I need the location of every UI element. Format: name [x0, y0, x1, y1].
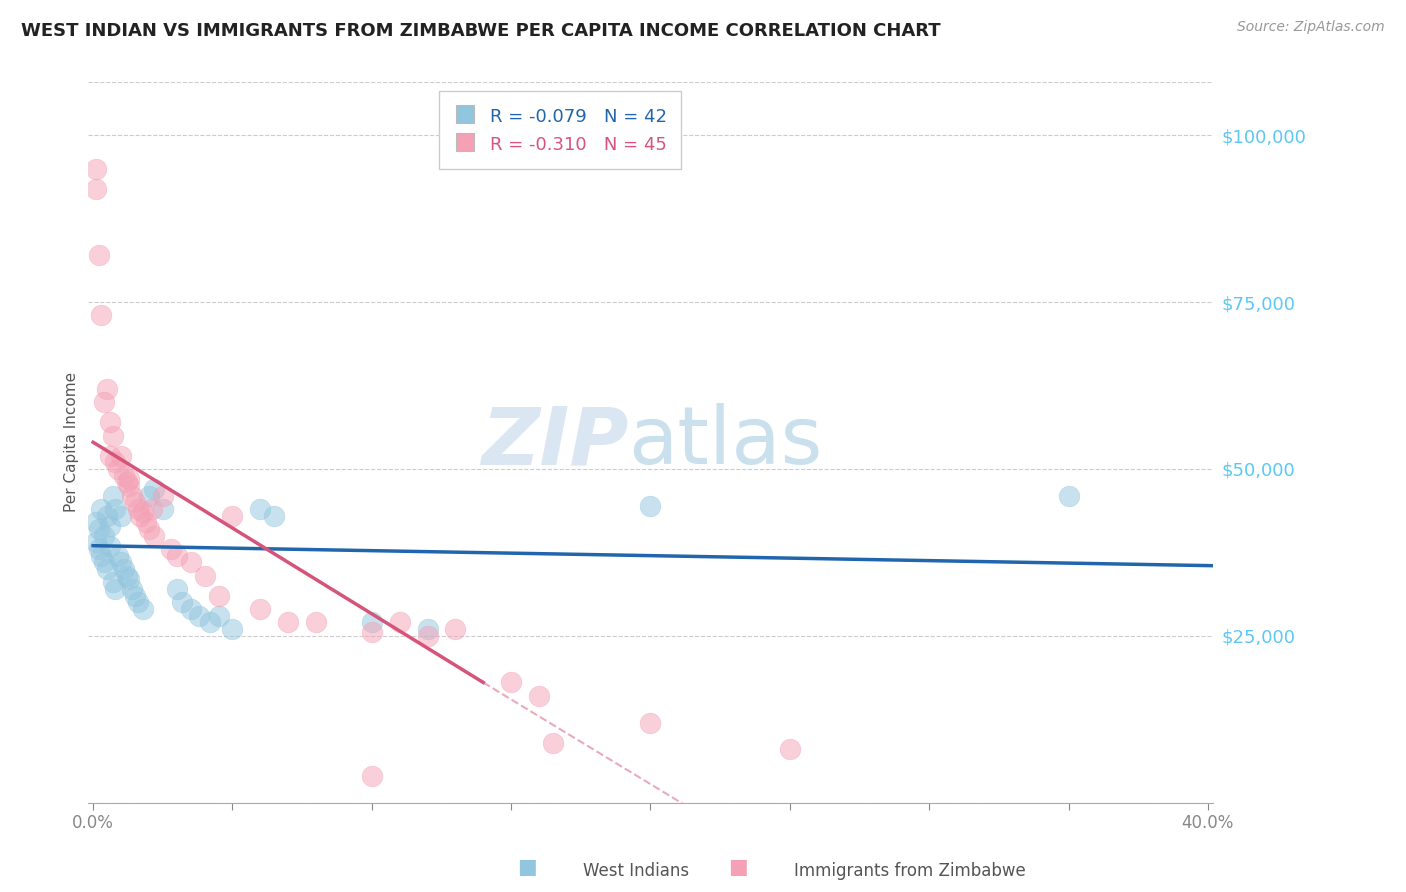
Point: [112, 468, 135, 483]
Point: [118, 478, 141, 492]
Point: [249, 502, 271, 516]
Point: [112, 562, 135, 576]
Point: [249, 602, 271, 616]
Text: West Indians: West Indians: [583, 862, 689, 880]
Point: [143, 482, 166, 496]
Point: [98, 539, 121, 553]
Point: [527, 689, 550, 703]
Point: [263, 508, 285, 523]
Point: [104, 502, 127, 516]
Point: [96, 562, 118, 576]
Point: [124, 589, 146, 603]
Point: [221, 622, 243, 636]
Point: [104, 582, 127, 596]
Point: [118, 572, 141, 586]
Point: [115, 568, 138, 582]
Point: [127, 595, 149, 609]
Point: [121, 582, 143, 596]
Text: ■: ■: [728, 857, 748, 877]
Point: [93, 529, 115, 543]
Point: [207, 589, 229, 603]
Point: [1057, 489, 1080, 503]
Point: [127, 502, 149, 516]
Point: [129, 508, 152, 523]
Point: [277, 615, 299, 630]
Point: [188, 608, 211, 623]
Legend: R = -0.079   N = 42, R = -0.310   N = 45: R = -0.079 N = 42, R = -0.310 N = 45: [440, 91, 682, 169]
Point: [501, 675, 523, 690]
Text: ■: ■: [517, 857, 537, 877]
Point: [110, 508, 132, 523]
Point: [118, 472, 141, 486]
Point: [180, 555, 202, 569]
Point: [90, 549, 112, 563]
Point: [141, 502, 163, 516]
Point: [107, 549, 129, 563]
Point: [87, 541, 110, 556]
Point: [107, 462, 129, 476]
Point: [360, 615, 382, 630]
Point: [132, 602, 155, 616]
Point: [84, 535, 107, 549]
Point: [166, 549, 188, 563]
Point: [640, 499, 662, 513]
Point: [87, 522, 110, 536]
Point: [124, 495, 146, 509]
Point: [87, 248, 110, 262]
Point: [541, 735, 564, 749]
Point: [198, 615, 221, 630]
Point: [143, 529, 166, 543]
Point: [90, 502, 112, 516]
Text: Source: ZipAtlas.com: Source: ZipAtlas.com: [1237, 20, 1385, 34]
Point: [93, 555, 115, 569]
Point: [138, 522, 160, 536]
Point: [152, 502, 174, 516]
Point: [305, 615, 328, 630]
Point: [221, 508, 243, 523]
Point: [115, 475, 138, 490]
Text: atlas: atlas: [628, 403, 823, 482]
Point: [194, 568, 217, 582]
Point: [640, 715, 662, 730]
Point: [416, 622, 439, 636]
Point: [135, 516, 157, 530]
Point: [138, 489, 160, 503]
Text: ZIP: ZIP: [481, 403, 628, 482]
Point: [110, 555, 132, 569]
Point: [444, 622, 467, 636]
Point: [96, 508, 118, 523]
Point: [101, 428, 124, 442]
Point: [110, 449, 132, 463]
Text: Immigrants from Zimbabwe: Immigrants from Zimbabwe: [794, 862, 1026, 880]
Point: [101, 575, 124, 590]
Point: [360, 769, 382, 783]
Point: [84, 516, 107, 530]
Point: [207, 608, 229, 623]
Point: [152, 489, 174, 503]
Point: [98, 449, 121, 463]
Y-axis label: Per Capita Income: Per Capita Income: [65, 372, 79, 512]
Point: [132, 505, 155, 519]
Point: [90, 309, 112, 323]
Point: [121, 489, 143, 503]
Point: [98, 415, 121, 429]
Point: [84, 161, 107, 176]
Point: [416, 629, 439, 643]
Point: [96, 382, 118, 396]
Point: [104, 455, 127, 469]
Point: [388, 615, 411, 630]
Point: [93, 395, 115, 409]
Point: [360, 625, 382, 640]
Point: [172, 595, 194, 609]
Point: [180, 602, 202, 616]
Point: [98, 518, 121, 533]
Point: [160, 541, 183, 556]
Point: [166, 582, 188, 596]
Point: [84, 182, 107, 196]
Text: WEST INDIAN VS IMMIGRANTS FROM ZIMBABWE PER CAPITA INCOME CORRELATION CHART: WEST INDIAN VS IMMIGRANTS FROM ZIMBABWE …: [21, 22, 941, 40]
Point: [101, 489, 124, 503]
Point: [779, 742, 801, 756]
